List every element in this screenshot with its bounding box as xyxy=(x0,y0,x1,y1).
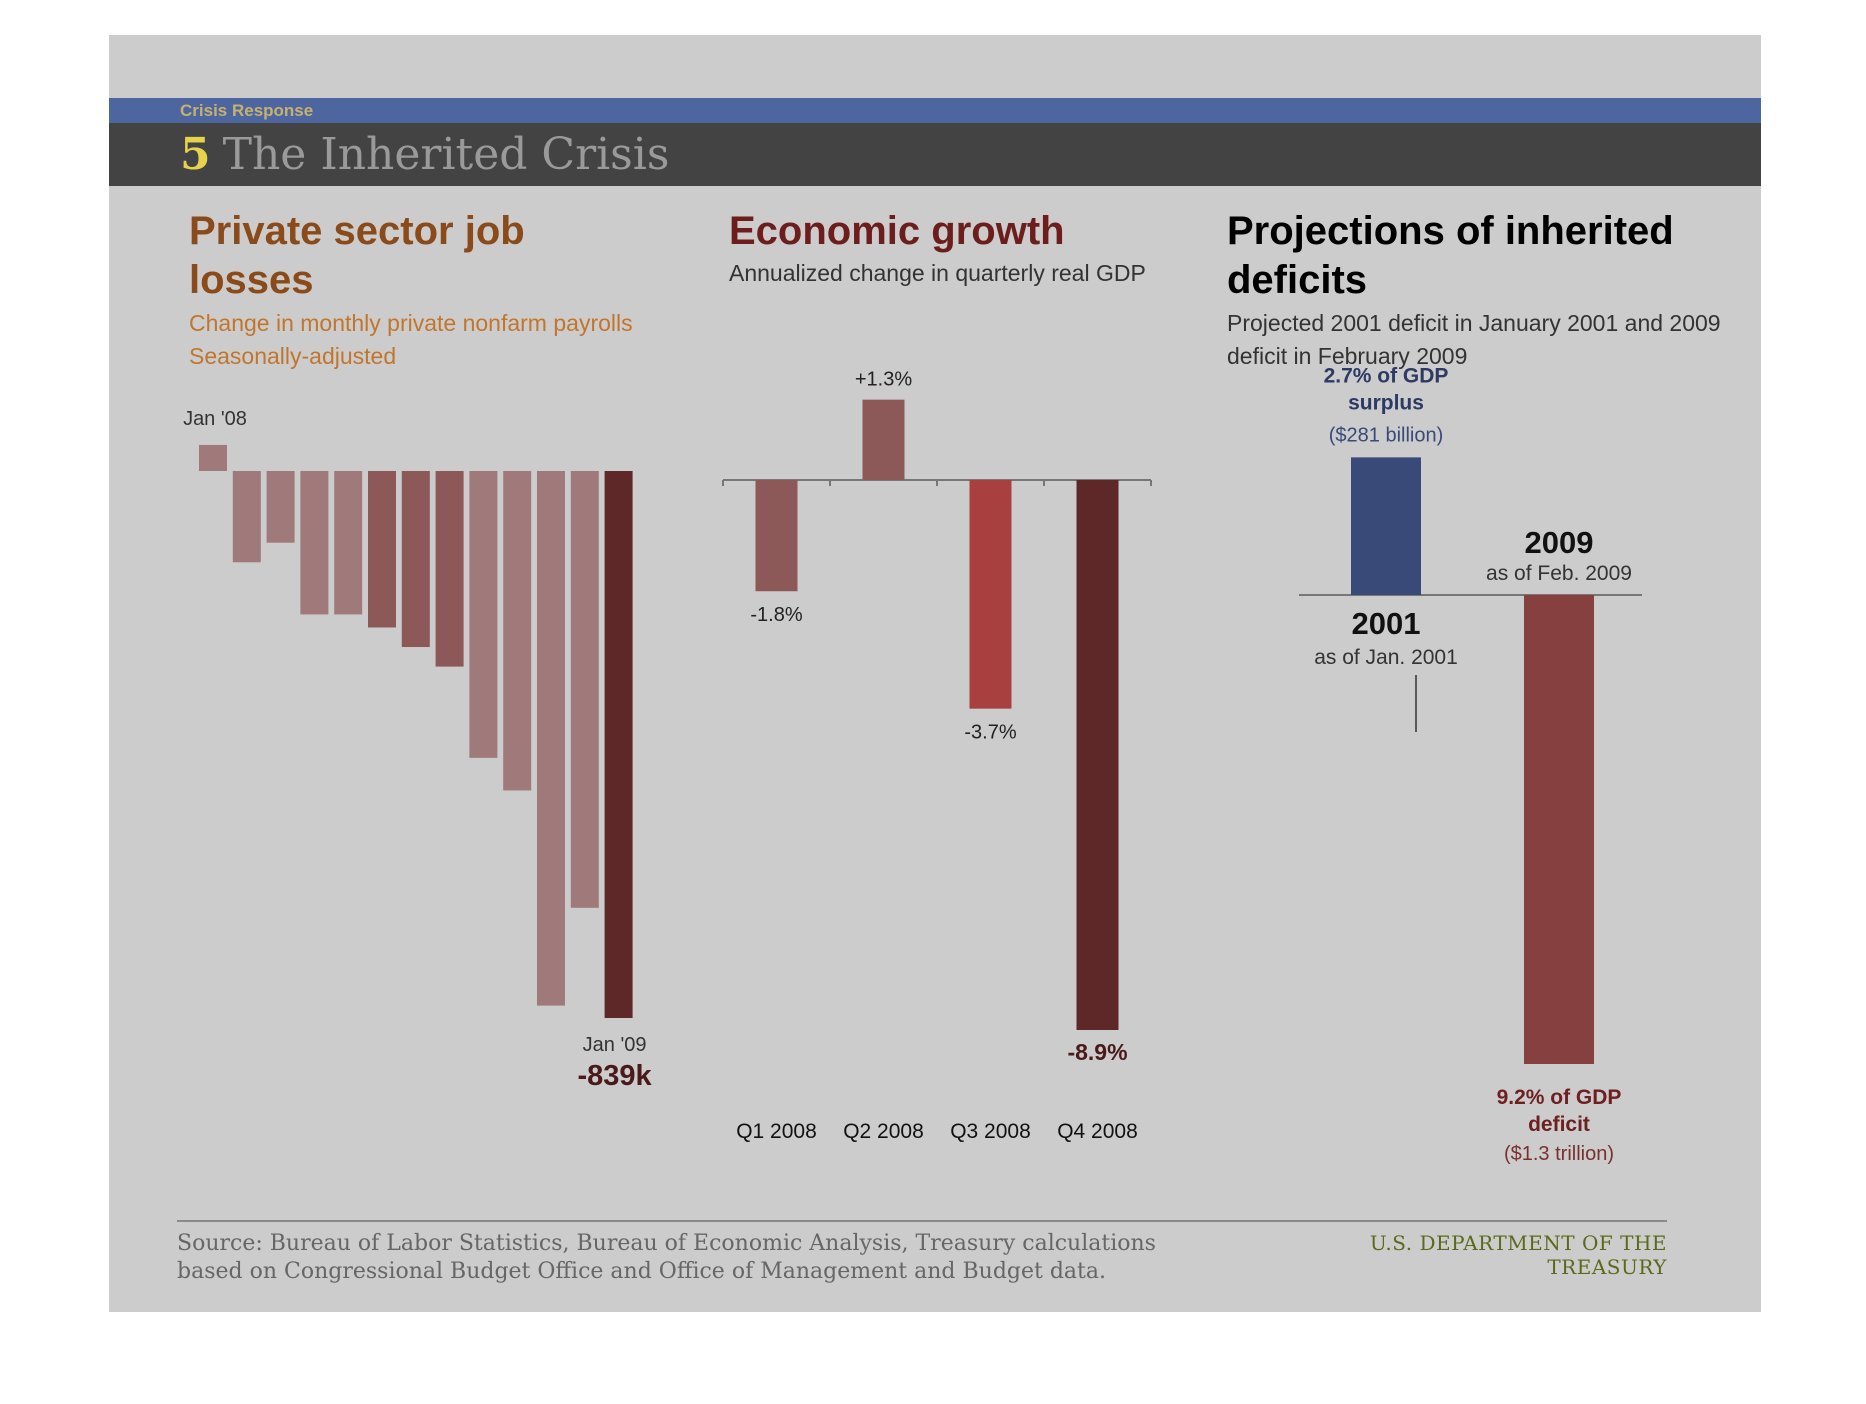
gdp-category-label: Q4 2008 xyxy=(1057,1120,1138,1143)
job-bar xyxy=(232,471,261,563)
job-bar xyxy=(469,471,498,758)
gdp-bar xyxy=(755,480,798,592)
surplus-amount-label: ($281 billion) xyxy=(1329,424,1444,446)
agency-name: U.S. DEPARTMENT OF THE TREASURY xyxy=(1369,1231,1667,1279)
section-label: Crisis Response xyxy=(180,101,314,120)
job-bar xyxy=(334,471,363,615)
job-bar xyxy=(537,471,565,1006)
deficit-bar-2009 xyxy=(1524,595,1594,1064)
year-label-2001: 2001 xyxy=(1352,606,1421,641)
surplus-value-label: 2.7% of GDP xyxy=(1324,364,1449,387)
gdp-data-label: -1.8% xyxy=(750,604,802,626)
jobs-chart-subtitle: Change in monthly private nonfarm payrol… xyxy=(189,307,659,373)
deficit-chart-title: Projections of inherited deficits xyxy=(1227,209,1674,302)
gdp-category-label: Q3 2008 xyxy=(950,1120,1031,1143)
source-note: Source: Bureau of Labor Statistics, Bure… xyxy=(177,1230,1177,1286)
header-blue-band xyxy=(109,98,1761,123)
deficit-chart-subtitle: Projected 2001 deficit in January 2001 a… xyxy=(1227,310,1721,369)
gdp-data-label: -3.7% xyxy=(964,722,1016,744)
surplus-bar-2001 xyxy=(1351,457,1421,595)
jobs-subtitle-line-2: Seasonally-adjusted xyxy=(189,343,397,369)
surplus-kind-label: surplus xyxy=(1348,391,1424,414)
job-bar xyxy=(368,471,396,628)
footer-rule xyxy=(177,1220,1667,1222)
gdp-category-label: Q2 2008 xyxy=(843,1120,924,1143)
job-bar xyxy=(266,471,295,543)
jobs-subtitle-line-1: Change in monthly private nonfarm payrol… xyxy=(189,310,633,336)
jobs-chart-title: Private sector job losses xyxy=(189,209,525,302)
gdp-bar xyxy=(1076,480,1119,1030)
job-last-label: Jan '09 xyxy=(583,1034,647,1056)
gdp-data-label: +1.3% xyxy=(855,369,912,391)
slide-title: 5 The Inherited Crisis xyxy=(180,129,669,180)
slide: Crisis Response 5 The Inherited Crisis Pr… xyxy=(109,35,1761,1312)
gdp-bar xyxy=(862,399,905,480)
header-dark-band xyxy=(109,123,1761,186)
job-bar xyxy=(199,444,227,471)
job-bar xyxy=(435,471,464,667)
slide-title-text: The Inherited Crisis xyxy=(222,129,670,180)
deficit-value-label: 9.2% of GDP xyxy=(1497,1086,1622,1109)
year-label-2009: 2009 xyxy=(1525,525,1594,560)
gdp-chart-subtitle: Annualized change in quarterly real GDP xyxy=(729,260,1146,286)
slide-number: 5 xyxy=(180,129,211,180)
source-line-2: based on Congressional Budget Office and… xyxy=(177,1259,1106,1284)
deficit-amount-label: ($1.3 trillion) xyxy=(1504,1143,1614,1165)
deficit-kind-label: deficit xyxy=(1528,1113,1590,1136)
gdp-data-label: -8.9% xyxy=(1067,1039,1127,1065)
source-line-1: Source: Bureau of Labor Statistics, Bure… xyxy=(177,1231,1156,1256)
gdp-category-label: Q1 2008 xyxy=(736,1120,817,1143)
job-first-label: Jan '08 xyxy=(183,408,247,430)
job-bar xyxy=(503,471,532,791)
gdp-chart-title: Economic growth xyxy=(729,209,1065,253)
job-last-value: -839k xyxy=(578,1060,653,1092)
year-note-2009: as of Feb. 2009 xyxy=(1486,562,1632,585)
job-bar xyxy=(401,471,430,648)
charts-canvas: Jan '08 Jan '09 -839k -1.8% Q1 2008 +1.3% Q2 2… xyxy=(183,364,1642,1165)
year-note-2001: as of Jan. 2001 xyxy=(1314,646,1458,669)
job-bar xyxy=(604,471,633,1018)
gdp-bar xyxy=(969,480,1012,709)
job-bar xyxy=(300,471,329,615)
job-bar xyxy=(570,471,599,908)
